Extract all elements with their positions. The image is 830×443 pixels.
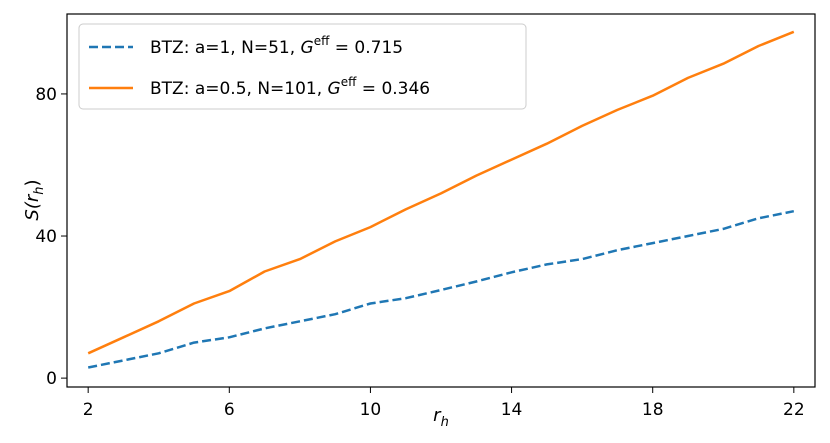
x-tick-label: 10 bbox=[360, 400, 382, 420]
legend-entry-series-2: BTZ: a=0.5, N=101, Geff = 0.346 bbox=[89, 75, 430, 99]
plot-frame bbox=[66, 13, 816, 388]
x-tick-label: 22 bbox=[783, 400, 805, 420]
legend: BTZ: a=1, N=51, Geff = 0.715 BTZ: a=0.5,… bbox=[78, 23, 527, 110]
series-line-2 bbox=[87, 30, 795, 355]
x-axis-ticks: 2 6 10 14 18 22 bbox=[83, 387, 805, 420]
series-layer bbox=[87, 30, 795, 369]
legend-label-series-2: BTZ: a=0.5, N=101, Geff = 0.346 bbox=[150, 75, 430, 99]
y-axis-label: S(rh) bbox=[22, 179, 47, 220]
x-tick-label: 6 bbox=[224, 400, 235, 420]
x-tick-label: 14 bbox=[501, 400, 523, 420]
legend-box bbox=[78, 23, 527, 110]
y-axis-ticks: 0 40 80 bbox=[35, 85, 67, 389]
y-tick-label: 0 bbox=[46, 369, 57, 389]
y-tick-label: 40 bbox=[35, 227, 57, 247]
x-tick-label: 18 bbox=[642, 400, 664, 420]
legend-entry-series-1: BTZ: a=1, N=51, Geff = 0.715 bbox=[89, 34, 403, 58]
x-tick-label: 2 bbox=[83, 400, 94, 420]
series-line-1 bbox=[87, 209, 795, 369]
y-tick-label: 80 bbox=[35, 85, 57, 105]
x-axis-label: rh bbox=[433, 405, 449, 430]
legend-label-series-1: BTZ: a=1, N=51, Geff = 0.715 bbox=[150, 34, 403, 58]
